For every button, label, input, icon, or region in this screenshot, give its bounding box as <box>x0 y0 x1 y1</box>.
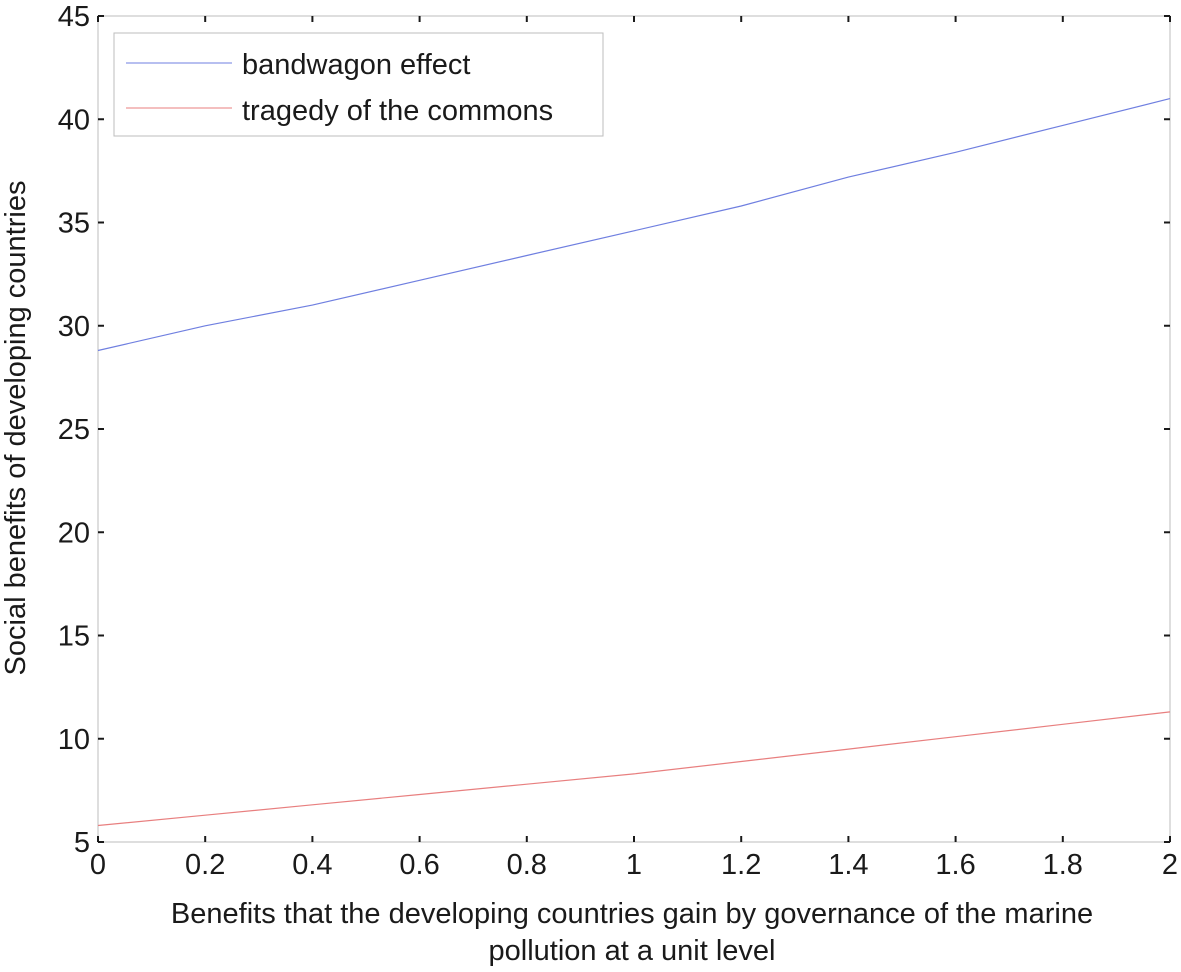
y-tick-labels: 5 10 15 20 25 30 35 40 45 <box>58 1 90 859</box>
y-tick-label: 35 <box>58 208 90 240</box>
x-tick-label: 0.4 <box>292 849 332 881</box>
x-tick-label: 2 <box>1162 849 1178 881</box>
y-tick-label: 15 <box>58 621 90 653</box>
legend-label-tragedy: tragedy of the commons <box>242 95 553 127</box>
x-tick-label: 1.6 <box>935 849 975 881</box>
series-lines <box>97 98 1171 827</box>
x-tick-label: 0 <box>90 849 106 881</box>
y-tick-label: 10 <box>58 724 90 756</box>
series-line-tragedy <box>97 711 1171 827</box>
plot-area <box>97 15 1171 843</box>
axis-ticks <box>97 15 1171 843</box>
legend: bandwagon effect tragedy of the commons <box>113 32 604 137</box>
x-axis-title-line1: Benefits that the developing countries g… <box>171 898 1093 930</box>
x-tick-labels: 0 0.2 0.4 0.6 0.8 1 1.2 1.4 1.6 1.8 2 <box>90 849 1178 881</box>
y-tick-label: 25 <box>58 414 90 446</box>
x-tick-label: 0.6 <box>399 849 439 881</box>
x-tick-label: 1 <box>626 849 642 881</box>
x-tick-label: 1.2 <box>721 849 761 881</box>
y-tick-label: 45 <box>58 1 90 33</box>
x-tick-label: 1.8 <box>1043 849 1083 881</box>
y-axis-title: Social benefits of developing countries <box>0 181 32 676</box>
x-axis-title-line2: pollution at a unit level <box>489 935 776 967</box>
y-tick-label: 5 <box>74 827 90 859</box>
legend-label-bandwagon: bandwagon effect <box>242 49 470 81</box>
y-tick-label: 40 <box>58 104 90 136</box>
series-line-bandwagon <box>97 98 1171 352</box>
y-tick-label: 30 <box>58 311 90 343</box>
x-tick-label: 1.4 <box>828 849 868 881</box>
y-tick-label: 20 <box>58 517 90 549</box>
x-tick-label: 0.2 <box>185 849 225 881</box>
x-tick-label: 0.8 <box>507 849 547 881</box>
legend-box <box>113 32 604 137</box>
